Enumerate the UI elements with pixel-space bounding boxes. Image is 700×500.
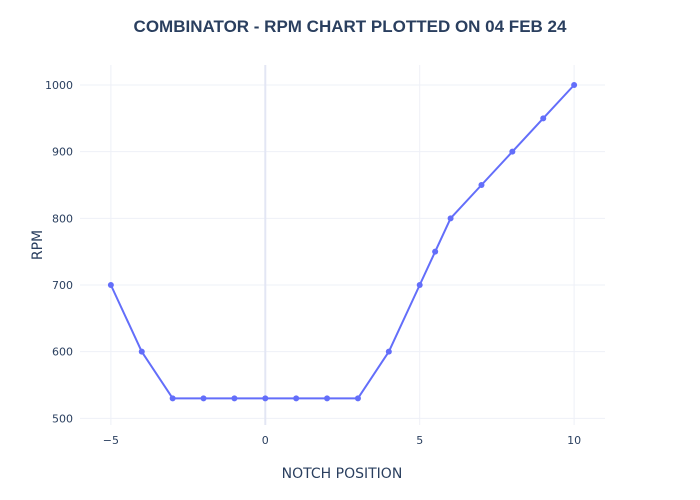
tick-labels: 500 600 700 800 900 1000 −5 0 5 10: [45, 79, 581, 447]
data-point: [509, 148, 516, 155]
data-point: [478, 182, 485, 188]
data-point: [432, 248, 439, 255]
series-layer: [107, 82, 578, 402]
chart-title: COMBINATOR - RPM CHART PLOTTED ON 04 FEB…: [134, 17, 567, 36]
x-tick-label: 5: [416, 434, 423, 447]
data-point: [354, 395, 361, 402]
data-point: [200, 395, 207, 402]
data-point: [138, 348, 145, 355]
grid-lines: [80, 65, 605, 425]
x-tick-label: 0: [262, 434, 269, 447]
x-tick-label: −5: [103, 434, 119, 447]
y-tick-label: 1000: [45, 79, 73, 92]
y-tick-label: 500: [52, 412, 73, 425]
y-tick-label: 900: [52, 146, 73, 159]
data-point: [416, 282, 423, 288]
data-point: [324, 395, 331, 402]
y-tick-label: 800: [52, 212, 73, 225]
y-tick-label: 600: [52, 346, 73, 359]
data-point: [231, 395, 238, 402]
data-point: [107, 282, 114, 288]
data-point: [571, 82, 578, 88]
x-tick-label: 10: [567, 434, 581, 447]
data-point: [169, 395, 176, 402]
y-tick-label: 700: [52, 279, 73, 292]
y-axis-title: RPM: [30, 230, 46, 260]
data-point: [385, 348, 392, 355]
data-point: [540, 115, 547, 122]
data-point: [447, 215, 454, 222]
x-axis-title: NOTCH POSITION: [282, 466, 403, 482]
data-point: [262, 395, 269, 402]
data-point: [293, 395, 300, 402]
